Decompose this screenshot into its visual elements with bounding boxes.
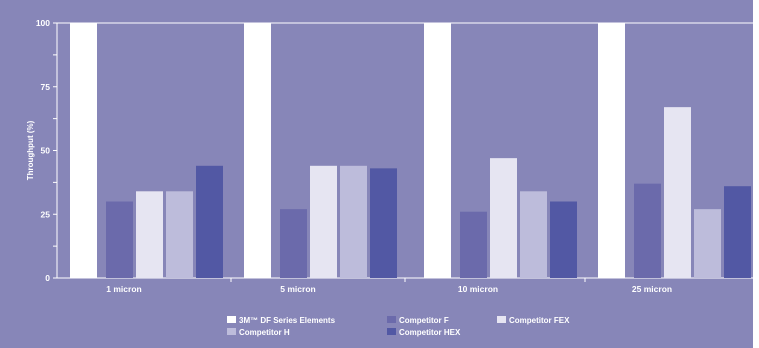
y-tick-label: 50 <box>41 146 51 156</box>
x-category-label: 5 micron <box>280 284 315 294</box>
bar-2-3 <box>460 211 487 278</box>
bar-4-3 <box>520 191 547 278</box>
bar-4-4 <box>694 209 721 278</box>
x-category-label: 1 micron <box>106 284 141 294</box>
bar-1-3 <box>424 23 451 278</box>
x-category-label: 10 micron <box>458 284 498 294</box>
legend-label: 3M™ DF Series Elements <box>239 316 336 325</box>
legend-swatch <box>497 316 506 323</box>
y-tick-label: 100 <box>36 18 50 28</box>
legend-swatch <box>227 328 236 335</box>
legend-swatch <box>387 316 396 323</box>
bar-1-1 <box>70 23 97 278</box>
y-axis-title: Throughput (%) <box>26 120 35 180</box>
bar-4-1 <box>166 191 193 278</box>
y-tick-label: 25 <box>41 209 51 219</box>
bar-2-2 <box>280 209 307 278</box>
bar-3-3 <box>490 158 517 278</box>
legend-label: Competitor HEX <box>399 328 461 337</box>
x-category-label: 25 micron <box>632 284 672 294</box>
bar-5-1 <box>196 165 223 278</box>
bar-3-2 <box>310 165 337 278</box>
y-tick-label: 75 <box>41 82 51 92</box>
bar-5-2 <box>370 168 397 278</box>
bar-5-3 <box>550 201 577 278</box>
legend-swatch <box>387 328 396 335</box>
bar-4-2 <box>340 165 367 278</box>
bar-1-2 <box>244 23 271 278</box>
bar-3-1 <box>136 191 163 278</box>
legend-swatch <box>227 316 236 323</box>
y-tick-label: 0 <box>45 273 50 283</box>
bar-3-4 <box>664 107 691 279</box>
legend-label: Competitor F <box>399 316 449 325</box>
bar-5-4 <box>724 186 751 278</box>
bar-1-4 <box>598 23 625 278</box>
bar-2-1 <box>106 201 133 278</box>
legend-label: Competitor H <box>239 328 290 337</box>
legend-label: Competitor FEX <box>509 316 570 325</box>
bar-2-4 <box>634 183 661 278</box>
